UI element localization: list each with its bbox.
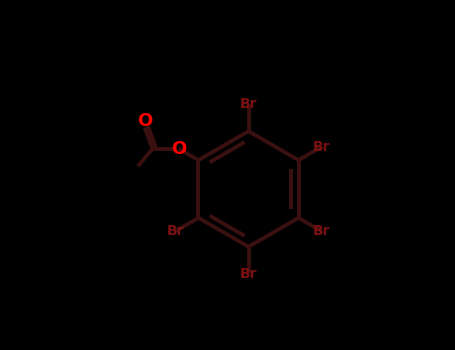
Text: Br: Br [313, 224, 331, 238]
Text: Br: Br [240, 267, 257, 281]
Text: O: O [171, 140, 187, 158]
Text: Br: Br [313, 140, 331, 154]
Text: Br: Br [240, 97, 257, 111]
Text: O: O [137, 112, 152, 130]
Text: Br: Br [167, 224, 184, 238]
